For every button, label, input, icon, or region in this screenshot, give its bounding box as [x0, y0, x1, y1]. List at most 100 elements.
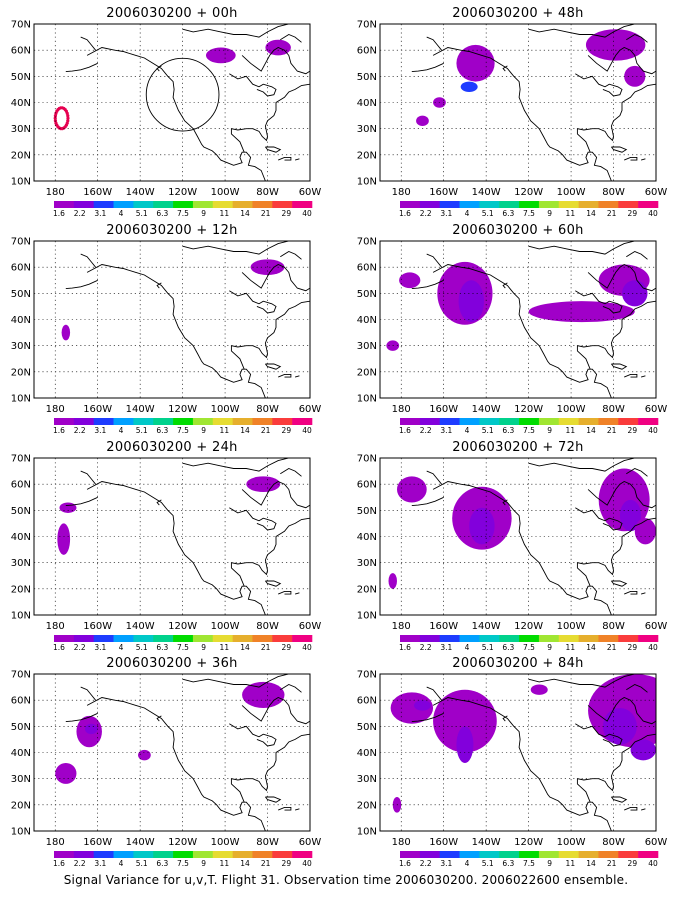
coastline — [611, 796, 628, 803]
colorbar-swatch — [578, 201, 599, 208]
variance-shading — [242, 681, 285, 709]
coastline — [575, 290, 623, 314]
colorbar-swatch — [113, 418, 134, 425]
coastline — [86, 481, 266, 615]
colorbar-swatch — [232, 851, 253, 858]
colorbar-swatch — [192, 635, 214, 642]
grid-lines — [380, 24, 656, 181]
lat-tick-label: 30N — [11, 124, 31, 135]
colorbar-swatch — [558, 418, 579, 425]
colorbar-label: 4 — [465, 209, 470, 218]
lat-tick-label: 50N — [357, 289, 377, 300]
coastline — [229, 73, 277, 97]
variance-shading — [396, 476, 427, 503]
colorbar-label: 11 — [566, 209, 576, 218]
colorbar-swatch — [400, 201, 421, 208]
map-area — [57, 458, 310, 615]
colorbar-label: 5.1 — [482, 426, 494, 435]
variance-shading — [61, 324, 71, 341]
coastline — [65, 496, 98, 507]
coastline — [229, 723, 277, 747]
lat-tick-label: 20N — [357, 584, 377, 595]
colorbar-label: 21 — [261, 426, 271, 435]
colorbar: 1.6 2.2 3.1 4 5.1 6.3 7.5 9 11 14 21 29 40 — [399, 635, 659, 652]
lat-tick-label: 70N — [11, 454, 31, 465]
colorbar-label: 40 — [302, 426, 312, 435]
coastline — [65, 62, 98, 73]
coastline — [575, 507, 623, 531]
colorbar-label: 3.1 — [440, 426, 452, 435]
map-plot: 70N 60N 50N 40N 30N 20N 10N 180 160W 140W 120W 100W… — [357, 670, 668, 869]
lon-tick-label: 180 — [392, 187, 411, 198]
lat-tick-label: 70N — [357, 237, 377, 248]
colorbar-swatch — [439, 201, 460, 208]
coastline — [278, 156, 292, 161]
coastline — [528, 24, 635, 38]
colorbar-swatch — [212, 851, 233, 858]
colorbar-swatch — [272, 201, 293, 208]
colorbar-swatch — [459, 851, 480, 858]
colorbar-swatch — [439, 418, 460, 425]
colorbar-label: 11 — [566, 859, 576, 868]
colorbar-label: 2.2 — [74, 859, 86, 868]
map-area — [55, 674, 310, 831]
variance-shading — [456, 726, 474, 763]
colorbar-swatch — [598, 201, 619, 208]
coastline — [265, 580, 282, 587]
colorbar-label: 1.6 — [53, 209, 65, 218]
colorbar-label: 14 — [240, 209, 250, 218]
colorbar-label: 5.1 — [136, 426, 148, 435]
colorbar: 1.6 2.2 3.1 4 5.1 6.3 7.5 9 11 14 21 29 40 — [53, 201, 313, 218]
coastline — [230, 733, 310, 803]
colorbar-swatch — [212, 418, 233, 425]
colorbar-swatch — [638, 418, 659, 425]
colorbar: 1.6 2.2 3.1 4 5.1 6.3 7.5 9 11 14 21 29 40 — [53, 851, 313, 868]
map-panel-72h: 2006030200 + 72h 70N 60N 50N 40N 30N 20N 10N 18… — [350, 440, 686, 653]
colorbar-label: 40 — [302, 859, 312, 868]
colorbar-swatch — [519, 201, 540, 208]
map-panel-60h: 2006030200 + 60h 70N 60N 50N 40N 30N 20N 10N 18… — [350, 223, 686, 435]
lat-tick-label: 20N — [357, 800, 377, 811]
grid-lines — [34, 24, 310, 181]
colorbar-label: 21 — [607, 859, 617, 868]
colorbar: 1.6 2.2 3.1 4 5.1 6.3 7.5 9 11 14 21 29 40 — [399, 851, 659, 868]
colorbar-label: 14 — [586, 426, 596, 435]
coastline — [576, 83, 656, 153]
coastline — [640, 592, 646, 595]
coastline — [640, 158, 646, 161]
lat-tick-label: 40N — [357, 315, 377, 326]
map-plot: 70N 60N 50N 40N 30N 20N 10N 180 160W 140W 120W 100W… — [357, 20, 668, 219]
lat-tick-label: 20N — [11, 367, 31, 378]
coastline — [229, 290, 277, 314]
lat-tick-label: 50N — [11, 722, 31, 733]
lat-tick-label: 40N — [11, 315, 31, 326]
lat-tick-label: 50N — [11, 289, 31, 300]
colorbar-swatch — [459, 635, 480, 642]
colorbar-label: 14 — [586, 209, 596, 218]
lat-tick-label: 20N — [357, 150, 377, 161]
colorbar-swatch — [133, 851, 154, 858]
colorbar-label: 14 — [586, 859, 596, 868]
lon-tick-label: 160W — [429, 404, 458, 415]
colorbar-swatch — [232, 418, 253, 425]
coastline — [426, 470, 442, 485]
coastline — [182, 458, 289, 472]
colorbar-label: 29 — [282, 859, 292, 868]
colorbar-swatch — [54, 418, 75, 425]
lat-tick-label: 60N — [11, 480, 31, 491]
map-plot: 70N 60N 50N 40N 30N 20N 10N 180 160W 140W 120W 100W… — [11, 237, 322, 436]
colorbar-swatch — [54, 201, 75, 208]
colorbar-swatch — [173, 635, 194, 642]
colorbar-label: 5.1 — [136, 209, 148, 218]
colorbar: 1.6 2.2 3.1 4 5.1 6.3 7.5 9 11 14 21 29 40 — [399, 201, 659, 218]
map-plot: 70N 60N 50N 40N 30N 20N 10N 180 160W 140W 120W 100W… — [357, 454, 668, 653]
colorbar-label: 1.6 — [399, 643, 411, 652]
lon-tick-label: 180 — [46, 837, 65, 848]
lon-tick-label: 120W — [168, 187, 197, 198]
colorbar-label: 9 — [201, 426, 206, 435]
lon-tick-label: 120W — [168, 837, 197, 848]
colorbar-label: 14 — [240, 426, 250, 435]
lon-tick-label: 100W — [211, 837, 240, 848]
colorbar-swatch — [232, 635, 253, 642]
colorbar-swatch — [173, 201, 194, 208]
